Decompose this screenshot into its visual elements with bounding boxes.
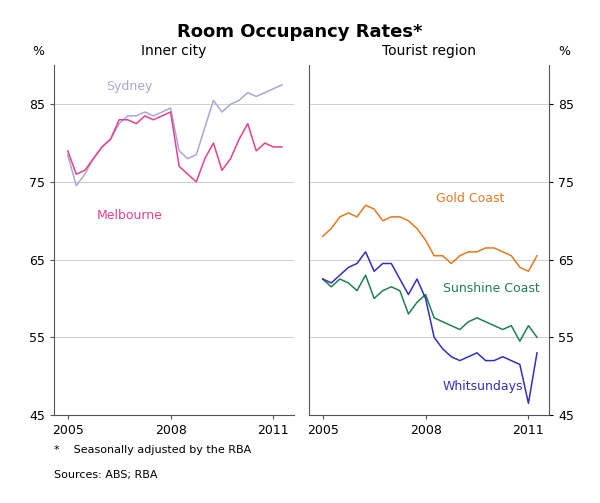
Text: Inner city: Inner city (142, 44, 206, 58)
Text: %: % (559, 45, 571, 58)
Text: Whitsundays: Whitsundays (443, 380, 523, 393)
Text: Melbourne: Melbourne (97, 209, 163, 222)
Text: Sunshine Coast: Sunshine Coast (443, 282, 539, 295)
Text: *    Seasonally adjusted by the RBA: * Seasonally adjusted by the RBA (54, 445, 251, 455)
Text: Gold Coast: Gold Coast (436, 192, 504, 205)
Text: Sydney: Sydney (106, 79, 152, 93)
Text: Sources: ABS; RBA: Sources: ABS; RBA (54, 470, 157, 480)
Text: %: % (32, 45, 44, 58)
Text: Tourist region: Tourist region (382, 44, 476, 58)
Text: Room Occupancy Rates*: Room Occupancy Rates* (177, 23, 423, 41)
